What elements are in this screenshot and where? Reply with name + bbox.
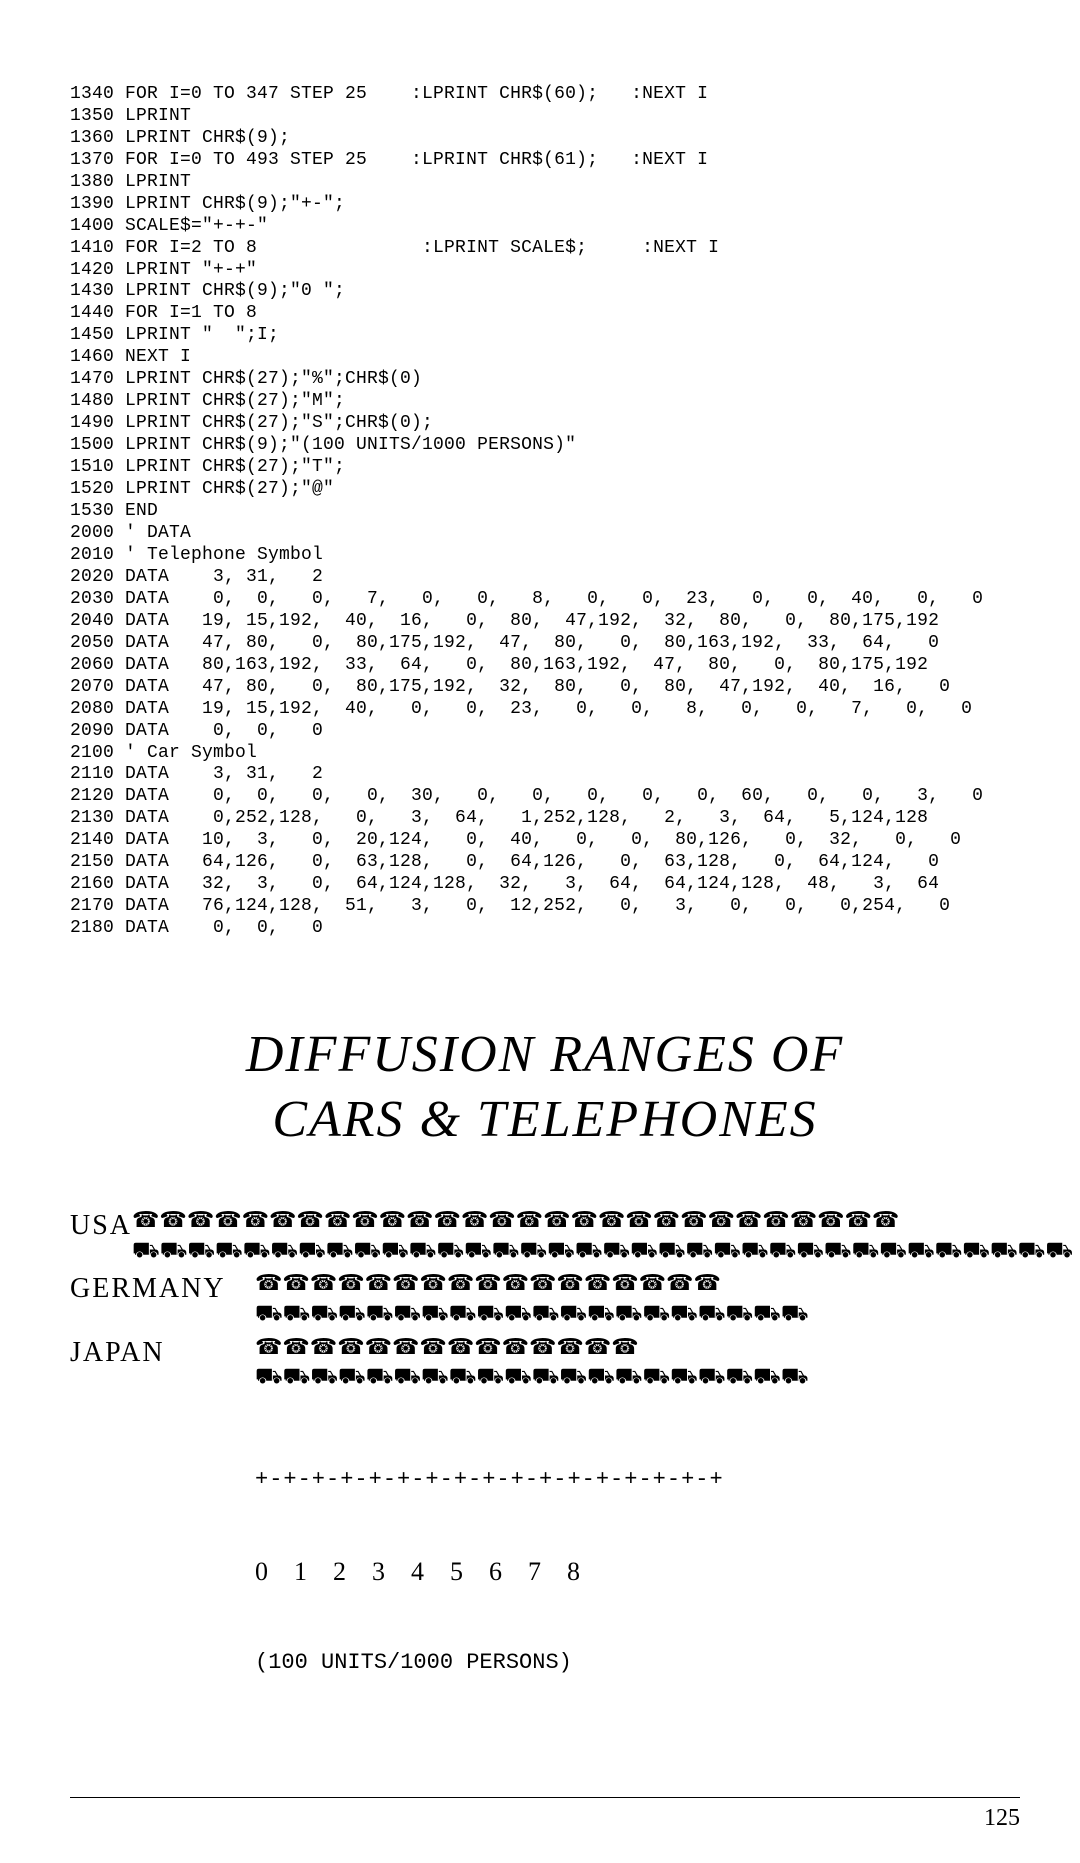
axis-numbers: 0 1 2 3 4 5 6 7 8 [255,1554,724,1589]
code-line: 1350 LPRINT [70,106,1020,128]
hero-title: DIFFUSION RANGES OF CARS & TELEPHONES [70,1022,1020,1152]
phone-bar: ☎☎☎☎☎☎☎☎☎☎☎☎☎☎☎☎☎ [255,1270,809,1300]
code-line: 1400 SCALE$="+-+-" [70,216,1020,238]
hero-line-2: CARS & TELEPHONES [70,1087,1020,1152]
code-listing: 1340 FOR I=0 TO 347 STEP 25 :LPRINT CHR$… [70,40,1020,962]
code-line: 1430 LPRINT CHR$(9);"0 "; [70,281,1020,303]
page-footer: 125 [70,1797,1020,1833]
bar-group: ☎☎☎☎☎☎☎☎☎☎☎☎☎☎☎☎☎☎☎☎☎☎☎☎☎☎☎☎⛟⛟⛟⛟⛟⛟⛟⛟⛟⛟⛟⛟… [132,1207,1073,1266]
code-line: 1460 NEXT I [70,347,1020,369]
country-label: JAPAN [70,1334,255,1370]
car-bar: ⛟⛟⛟⛟⛟⛟⛟⛟⛟⛟⛟⛟⛟⛟⛟⛟⛟⛟⛟⛟⛟⛟⛟⛟⛟⛟⛟⛟⛟⛟⛟⛟⛟⛟ [132,1237,1073,1267]
axis-caption: (100 UNITS/1000 PERSONS) [255,1648,724,1678]
axis-ticks: +-+-+-+-+-+-+-+-+-+-+-+-+-+-+-+-+ [255,1465,724,1495]
code-line: 1450 LPRINT " ";I; [70,325,1020,347]
code-line: 1500 LPRINT CHR$(9);"(100 UNITS/1000 PER… [70,435,1020,457]
car-bar: ⛟⛟⛟⛟⛟⛟⛟⛟⛟⛟⛟⛟⛟⛟⛟⛟⛟⛟⛟⛟ [255,1363,809,1393]
code-line: 2110 DATA 3, 31, 2 [70,764,1020,786]
code-line: 2010 ' Telephone Symbol [70,545,1020,567]
code-line: 2160 DATA 32, 3, 0, 64,124,128, 32, 3, 6… [70,874,1020,896]
axis-row: +-+-+-+-+-+-+-+-+-+-+-+-+-+-+-+-+ 0 1 2 … [70,1405,1020,1737]
code-line: 2000 ' DATA [70,523,1020,545]
code-line: 1490 LPRINT CHR$(27);"S";CHR$(0); [70,413,1020,435]
code-line: 2090 DATA 0, 0, 0 [70,721,1020,743]
phone-bar: ☎☎☎☎☎☎☎☎☎☎☎☎☎☎ [255,1334,809,1364]
code-line: 1370 FOR I=0 TO 493 STEP 25 :LPRINT CHR$… [70,150,1020,172]
code-line: 1420 LPRINT "+-+" [70,260,1020,282]
code-line: 1470 LPRINT CHR$(27);"%";CHR$(0) [70,369,1020,391]
code-line: 2050 DATA 47, 80, 0, 80,175,192, 47, 80,… [70,633,1020,655]
country-label: USA [70,1207,132,1243]
code-line: 1340 FOR I=0 TO 347 STEP 25 :LPRINT CHR$… [70,84,1020,106]
car-bar: ⛟⛟⛟⛟⛟⛟⛟⛟⛟⛟⛟⛟⛟⛟⛟⛟⛟⛟⛟⛟ [255,1300,809,1330]
code-line: 2140 DATA 10, 3, 0, 20,124, 0, 40, 0, 0,… [70,830,1020,852]
code-line: 1480 LPRINT CHR$(27);"M"; [70,391,1020,413]
code-line: 2170 DATA 76,124,128, 51, 3, 0, 12,252, … [70,896,1020,918]
code-line: 2100 ' Car Symbol [70,743,1020,765]
code-line: 1360 LPRINT CHR$(9); [70,128,1020,150]
code-line: 2180 DATA 0, 0, 0 [70,918,1020,940]
code-line: 1390 LPRINT CHR$(9);"+-"; [70,194,1020,216]
code-line: 1380 LPRINT [70,172,1020,194]
page-number: 125 [984,1805,1020,1831]
code-line: 2150 DATA 64,126, 0, 63,128, 0, 64,126, … [70,852,1020,874]
code-line: 1410 FOR I=2 TO 8 :LPRINT SCALE$; :NEXT … [70,238,1020,260]
code-line: 2120 DATA 0, 0, 0, 0, 30, 0, 0, 0, 0, 0,… [70,786,1020,808]
code-line: 1510 LPRINT CHR$(27);"T"; [70,457,1020,479]
code-line: 2060 DATA 80,163,192, 33, 64, 0, 80,163,… [70,655,1020,677]
phone-bar: ☎☎☎☎☎☎☎☎☎☎☎☎☎☎☎☎☎☎☎☎☎☎☎☎☎☎☎☎ [132,1207,1073,1237]
chart-row: GERMANY☎☎☎☎☎☎☎☎☎☎☎☎☎☎☎☎☎⛟⛟⛟⛟⛟⛟⛟⛟⛟⛟⛟⛟⛟⛟⛟⛟… [70,1270,1020,1329]
country-label: GERMANY [70,1270,255,1306]
code-line: 1520 LPRINT CHR$(27);"@" [70,479,1020,501]
code-line: 1440 FOR I=1 TO 8 [70,303,1020,325]
hero-line-1: DIFFUSION RANGES OF [70,1022,1020,1087]
code-line: 2070 DATA 47, 80, 0, 80,175,192, 32, 80,… [70,677,1020,699]
chart-row: JAPAN☎☎☎☎☎☎☎☎☎☎☎☎☎☎⛟⛟⛟⛟⛟⛟⛟⛟⛟⛟⛟⛟⛟⛟⛟⛟⛟⛟⛟⛟ [70,1334,1020,1393]
chart-row: USA☎☎☎☎☎☎☎☎☎☎☎☎☎☎☎☎☎☎☎☎☎☎☎☎☎☎☎☎⛟⛟⛟⛟⛟⛟⛟⛟⛟… [70,1207,1020,1266]
code-line: 1530 END [70,501,1020,523]
bar-group: ☎☎☎☎☎☎☎☎☎☎☎☎☎☎⛟⛟⛟⛟⛟⛟⛟⛟⛟⛟⛟⛟⛟⛟⛟⛟⛟⛟⛟⛟ [255,1334,809,1393]
diffusion-chart: USA ☎☎☎☎☎☎☎☎☎☎☎☎☎☎☎☎☎☎☎☎☎☎☎☎☎☎☎☎⛟⛟⛟⛟⛟⛟⛟⛟⛟… [70,1207,1020,1737]
code-line: 2020 DATA 3, 31, 2 [70,567,1020,589]
code-line: 2030 DATA 0, 0, 0, 7, 0, 0, 8, 0, 0, 23,… [70,589,1020,611]
code-line: 2080 DATA 19, 15,192, 40, 0, 0, 23, 0, 0… [70,699,1020,721]
code-line: 2130 DATA 0,252,128, 0, 3, 64, 1,252,128… [70,808,1020,830]
bar-group: ☎☎☎☎☎☎☎☎☎☎☎☎☎☎☎☎☎⛟⛟⛟⛟⛟⛟⛟⛟⛟⛟⛟⛟⛟⛟⛟⛟⛟⛟⛟⛟ [255,1270,809,1329]
axis-spacer [70,1405,255,1407]
code-line: 2040 DATA 19, 15,192, 40, 16, 0, 80, 47,… [70,611,1020,633]
